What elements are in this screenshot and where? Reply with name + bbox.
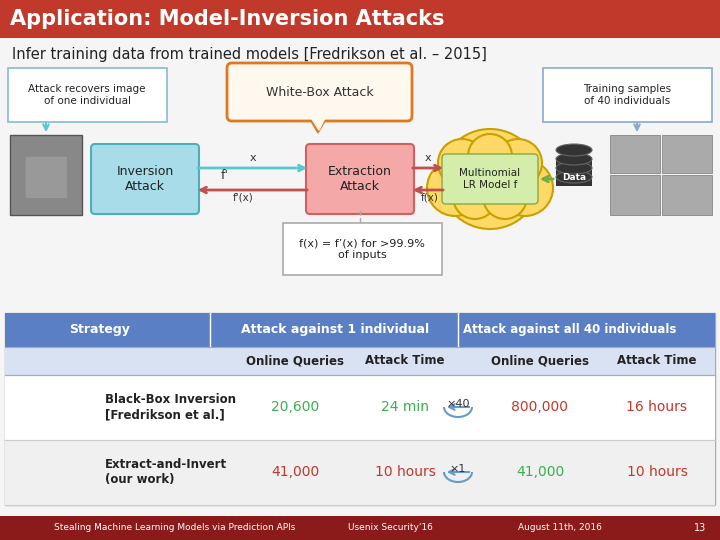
Circle shape	[483, 175, 527, 219]
Text: f': f'	[221, 169, 229, 182]
Circle shape	[494, 139, 542, 187]
Text: Attack Time: Attack Time	[365, 354, 445, 368]
Text: Online Queries: Online Queries	[491, 354, 589, 368]
Text: Data: Data	[562, 172, 586, 181]
FancyBboxPatch shape	[0, 0, 720, 38]
Text: Inversion
Attack: Inversion Attack	[117, 165, 174, 193]
Text: Multinomial
LR Model f: Multinomial LR Model f	[459, 168, 521, 190]
Text: White-Box Attack: White-Box Attack	[266, 85, 374, 98]
Text: 24 min: 24 min	[381, 400, 429, 414]
Text: Application: Model-Inversion Attacks: Application: Model-Inversion Attacks	[10, 9, 444, 29]
Ellipse shape	[556, 144, 592, 156]
Text: f'(x): f'(x)	[233, 192, 253, 202]
Polygon shape	[556, 177, 592, 186]
Text: ×1: ×1	[450, 464, 466, 474]
Text: Usenix Security'16: Usenix Security'16	[348, 523, 433, 532]
Text: Attack against 1 individual: Attack against 1 individual	[241, 323, 429, 336]
FancyBboxPatch shape	[610, 175, 660, 215]
Text: Extraction
Attack: Extraction Attack	[328, 165, 392, 193]
Text: 41,000: 41,000	[271, 465, 319, 479]
Polygon shape	[556, 159, 592, 168]
FancyBboxPatch shape	[5, 313, 715, 505]
Ellipse shape	[556, 162, 592, 174]
Polygon shape	[556, 168, 592, 177]
Text: f(x) = f’(x) for >99.9%
of inputs: f(x) = f’(x) for >99.9% of inputs	[299, 238, 425, 260]
FancyBboxPatch shape	[5, 347, 715, 375]
Text: 16 hours: 16 hours	[626, 400, 688, 414]
Text: Black-Box Inversion
[Fredrikson et al.]: Black-Box Inversion [Fredrikson et al.]	[105, 393, 236, 421]
Circle shape	[453, 175, 497, 219]
Text: Strategy: Strategy	[70, 323, 130, 336]
FancyBboxPatch shape	[227, 63, 412, 121]
Text: x: x	[425, 153, 431, 163]
Circle shape	[497, 160, 553, 216]
Text: Online Queries: Online Queries	[246, 354, 344, 368]
FancyBboxPatch shape	[5, 313, 715, 347]
FancyBboxPatch shape	[283, 223, 442, 275]
FancyBboxPatch shape	[306, 144, 414, 214]
Text: x: x	[250, 153, 256, 163]
FancyBboxPatch shape	[5, 375, 715, 440]
Polygon shape	[310, 116, 326, 130]
FancyBboxPatch shape	[5, 440, 715, 505]
Text: ▪: ▪	[18, 134, 74, 215]
Text: ×40: ×40	[446, 399, 469, 409]
Text: 20,600: 20,600	[271, 400, 319, 414]
Text: Training samples
of 40 individuals: Training samples of 40 individuals	[583, 84, 671, 106]
Circle shape	[438, 139, 486, 187]
FancyBboxPatch shape	[10, 135, 82, 215]
Circle shape	[440, 129, 540, 229]
Ellipse shape	[556, 153, 592, 165]
Polygon shape	[308, 116, 328, 133]
Circle shape	[427, 160, 483, 216]
Circle shape	[468, 134, 512, 178]
Ellipse shape	[556, 171, 592, 183]
Text: 13: 13	[694, 523, 706, 533]
Text: Attack Time: Attack Time	[617, 354, 697, 368]
Text: Extract-and-Invert
(our work): Extract-and-Invert (our work)	[105, 458, 227, 486]
Text: f(x): f(x)	[421, 192, 439, 202]
Text: Attack against all 40 individuals: Attack against all 40 individuals	[463, 323, 677, 336]
FancyBboxPatch shape	[662, 175, 712, 215]
Text: 10 hours: 10 hours	[626, 465, 688, 479]
Text: Stealing Machine Learning Models via Prediction APIs: Stealing Machine Learning Models via Pre…	[54, 523, 296, 532]
Text: August 11th, 2016: August 11th, 2016	[518, 523, 602, 532]
Text: 10 hours: 10 hours	[374, 465, 436, 479]
FancyBboxPatch shape	[442, 154, 538, 204]
FancyBboxPatch shape	[91, 144, 199, 214]
FancyBboxPatch shape	[610, 135, 660, 173]
Text: 800,000: 800,000	[511, 400, 569, 414]
FancyBboxPatch shape	[8, 68, 167, 122]
Text: Infer training data from trained models [Fredrikson et al. – 2015]: Infer training data from trained models …	[12, 48, 487, 63]
Text: 41,000: 41,000	[516, 465, 564, 479]
FancyBboxPatch shape	[0, 516, 720, 540]
FancyBboxPatch shape	[662, 135, 712, 173]
FancyBboxPatch shape	[543, 68, 712, 122]
Text: Attack recovers image
of one individual: Attack recovers image of one individual	[28, 84, 145, 106]
